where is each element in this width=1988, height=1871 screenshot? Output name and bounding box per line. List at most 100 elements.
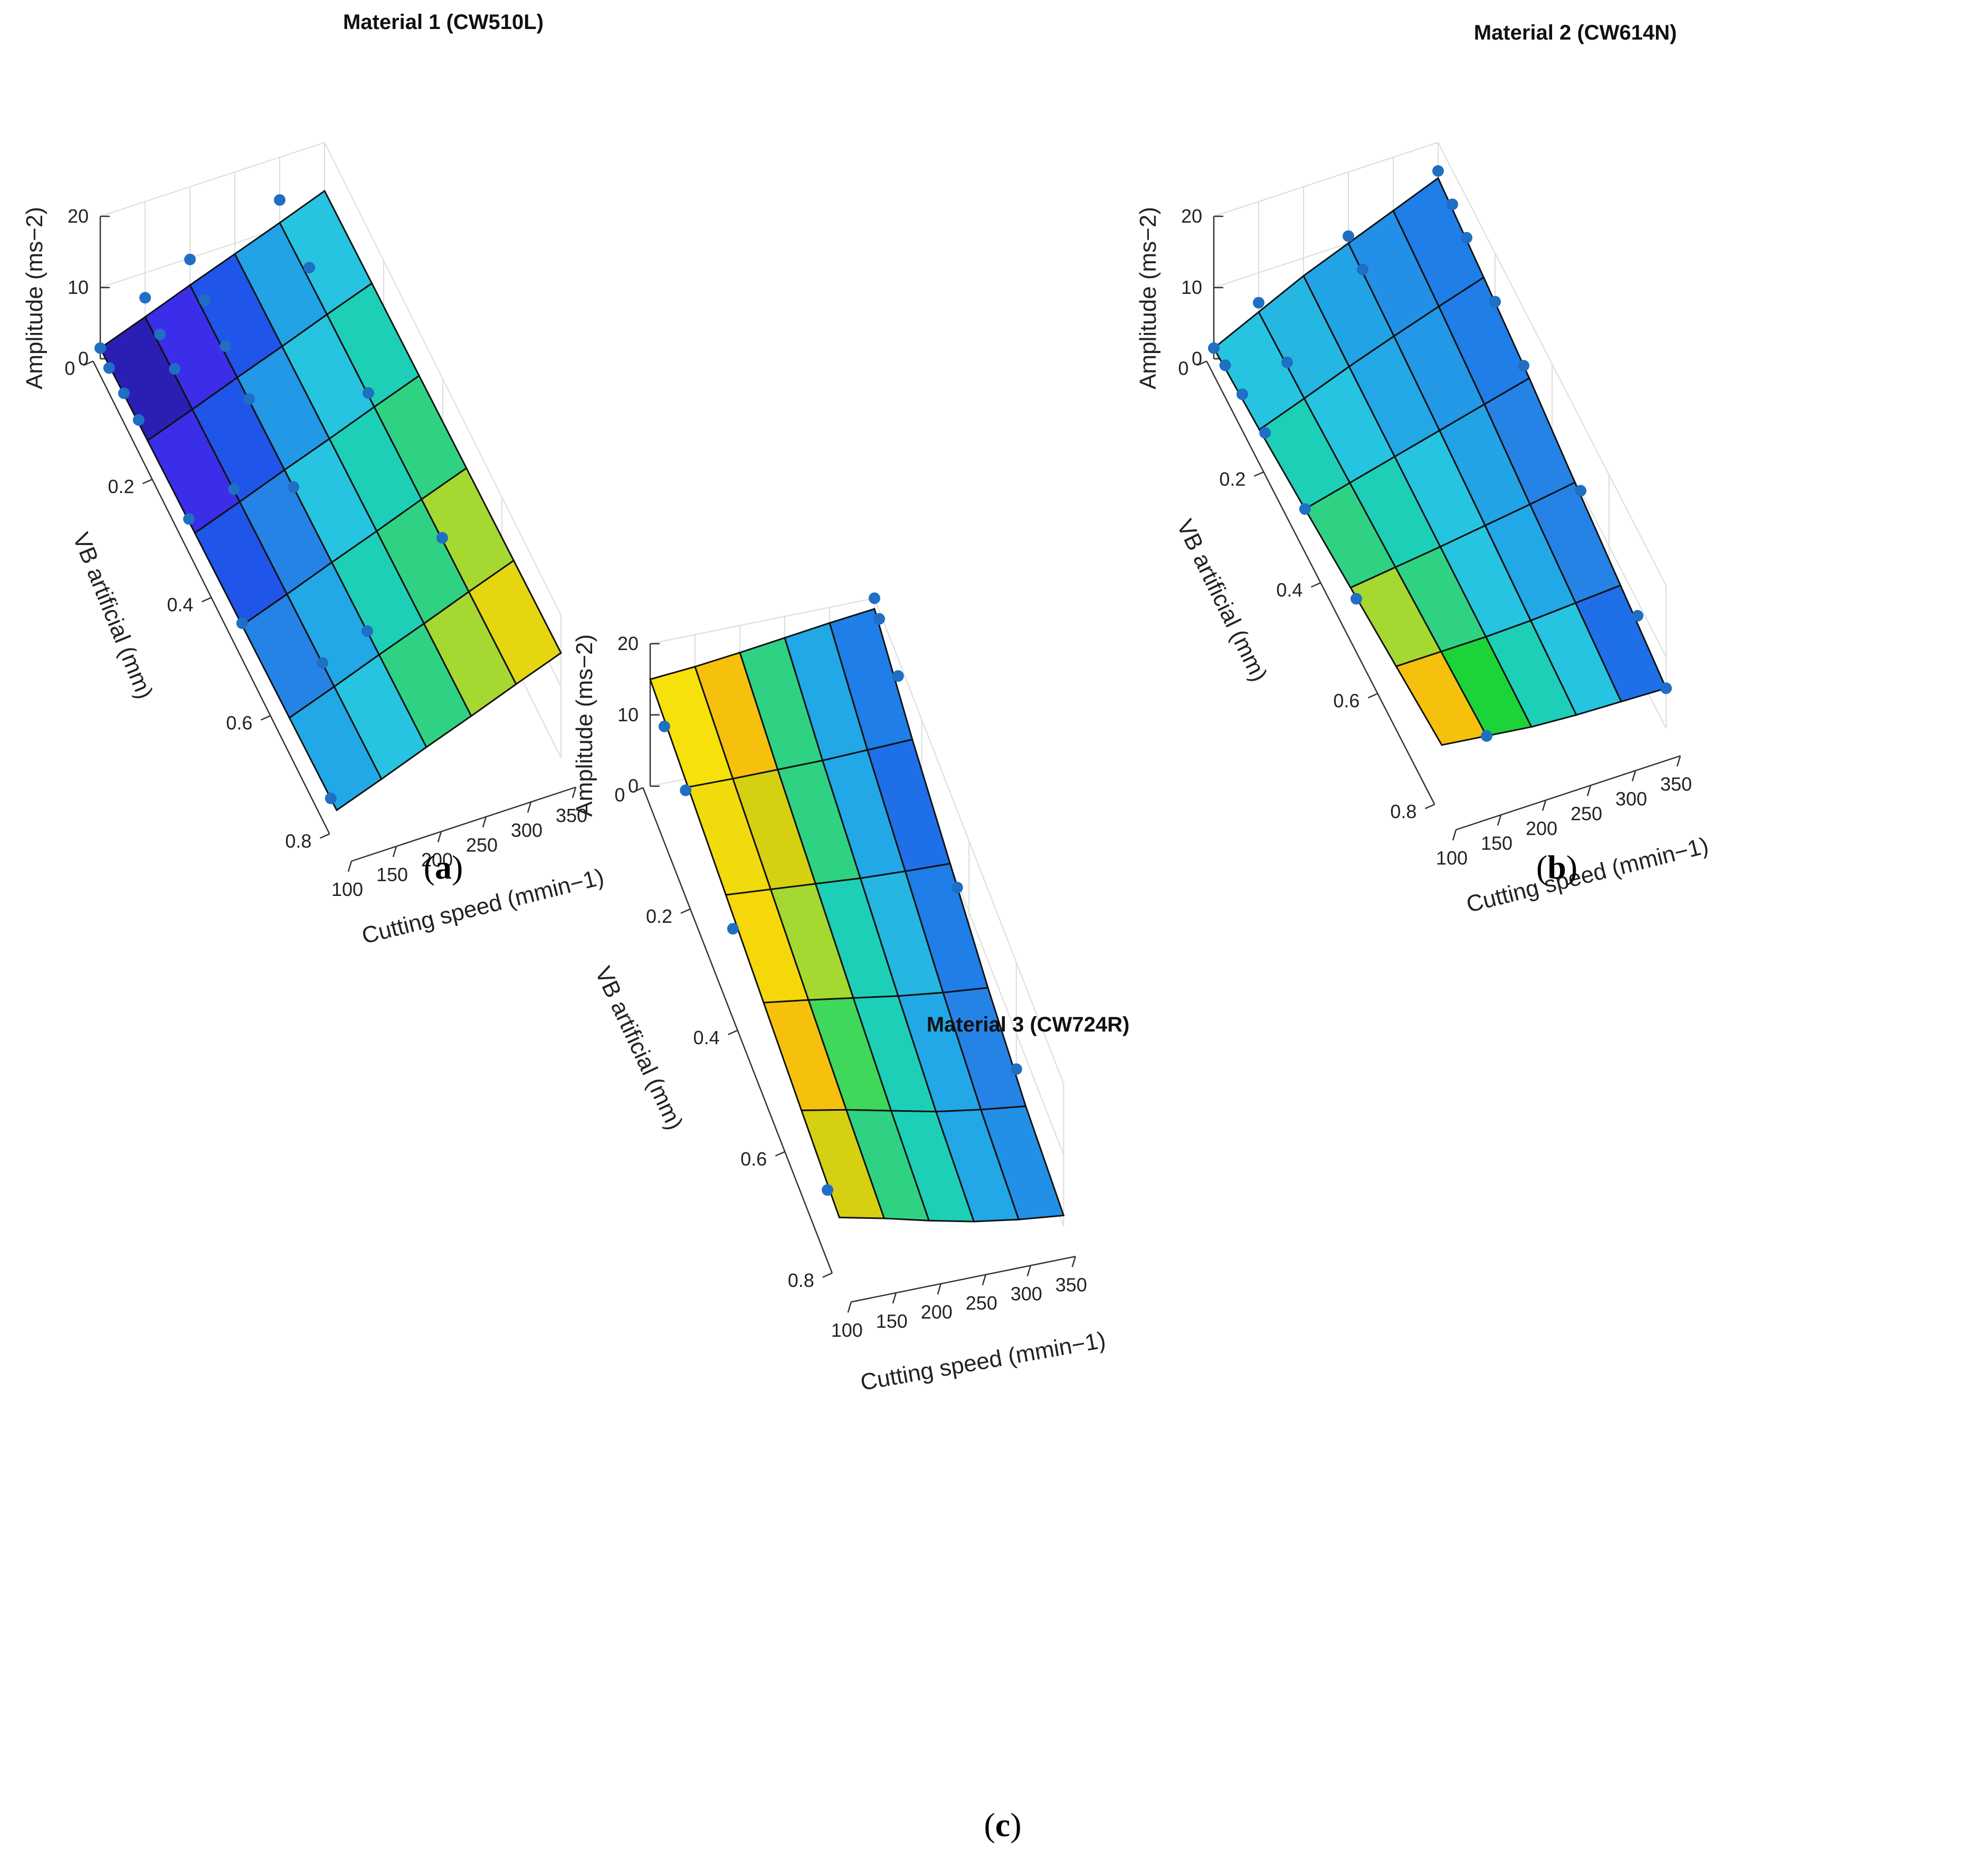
chart-title: Material 2 (CW614N) [1474,21,1677,44]
data-point-3 [132,414,145,426]
x-tick-label: 100 [331,879,363,900]
data-point-2 [727,923,739,935]
data-point-16 [1575,485,1586,497]
y-axis-label: VB artificial (mm) [590,963,688,1134]
data-point-13 [1461,232,1472,244]
x-tick-mark [1452,829,1457,841]
z-tick-label: 10 [1181,276,1202,298]
z-tick-label: 20 [1181,205,1202,227]
data-point-1 [1219,359,1231,371]
z-axis-label-unit: (ms−2) [572,634,597,707]
y-axis-line [642,787,833,1274]
x-tick-label: 200 [1526,818,1557,839]
x-axis-label-unit: (mmin−1) [1609,833,1711,882]
x-tick-label: 250 [1571,803,1602,825]
data-point-8 [1010,1063,1022,1075]
data-point-19 [303,262,315,274]
chart-title: Material 1 (CW510L) [343,11,544,34]
data-point-12 [1447,198,1458,211]
y-tick-label: 0.4 [693,1027,720,1048]
data-point-5 [873,613,885,625]
x-tick-mark [1026,1265,1031,1276]
z-tick-label: 10 [617,704,639,726]
x-tick-mark [1586,785,1592,796]
x-tick-label: 100 [1436,847,1468,869]
x-tick-mark [1497,815,1502,826]
data-point-15 [243,393,255,405]
y-tick-label: 0.4 [1276,579,1302,600]
x-tick-label: 100 [831,1320,863,1341]
x-tick-mark [847,1302,852,1313]
x-axis-label-text: Cutting speed [359,887,511,949]
z-axis-label-unit: (ms−2) [22,207,47,280]
data-point-18 [274,194,286,206]
x-tick-label: 350 [1660,774,1692,795]
x-tick-label: 300 [1615,788,1647,810]
y-tick-label: 0.6 [1333,690,1359,711]
x-axis-label: Cutting speed (mmin−1) [859,1327,1108,1396]
x-tick-mark [392,846,397,857]
x-tick-label: 250 [966,1292,997,1314]
caption-close-paren: ) [452,848,463,886]
x-tick-label: 350 [556,805,587,826]
y-tick-label: 0 [1178,357,1188,379]
y-tick-mark [633,787,643,793]
y-tick-label: 0.2 [108,475,134,497]
data-point-6 [1253,297,1264,309]
z-axis-label-text: Amplitude [1135,280,1161,389]
panel-caption: (b) [1536,848,1577,886]
y-tick-label: 0 [614,784,625,806]
data-point-20 [363,387,374,399]
y-tick-label: 0.2 [1219,468,1245,490]
data-point-8 [1481,730,1492,742]
data-point-17 [1632,610,1643,622]
data-point-2 [118,387,130,399]
x-axis-label-text: Cutting speed [859,1344,1011,1396]
y-tick-label: 0.8 [1390,800,1416,822]
x-tick-mark [1676,756,1681,767]
z-tick-label: 10 [68,276,89,298]
caption-letter: c [995,1806,1010,1844]
z-axis-label-text: Amplitude [22,280,47,389]
x-tick-mark [1071,1256,1076,1267]
y-tick-mark [1196,360,1207,366]
x-tick-mark [527,801,532,813]
data-point-9 [1343,230,1354,242]
y-tick-label: 0.4 [167,594,193,615]
data-point-5 [1350,593,1362,605]
x-tick-mark [937,1283,941,1295]
y-tick-mark [680,908,691,914]
z-tick-label: 0 [78,348,89,369]
data-point-11 [317,657,328,669]
caption-open-paren: ( [1536,848,1547,886]
surface-cell-4-4 [468,559,562,685]
data-point-10 [1357,263,1368,275]
x-tick-mark [1542,800,1547,811]
y-tick-mark [728,1029,738,1035]
x-tick-label: 150 [376,864,408,885]
data-point-2 [1236,388,1248,400]
caption-close-paren: ) [1566,848,1577,886]
y-tick-label: 0.8 [788,1269,814,1291]
z-axis-label: Amplitude (ms−2) [572,634,597,817]
panel-caption: (c) [984,1806,1021,1844]
y-tick-mark [1367,693,1378,699]
z-tick-label: 20 [617,633,639,654]
data-point-7 [951,882,963,894]
data-point-7 [1281,356,1293,368]
data-point-0 [1208,342,1220,354]
x-axis-line [1456,755,1681,831]
x-axis-label-unit: (mmin−1) [505,864,606,913]
surface-cell-4-4 [979,1105,1065,1220]
y-axis-line [92,360,330,835]
data-point-10 [228,483,240,495]
caption-open-paren: ( [424,848,435,886]
data-point-8 [154,328,166,340]
x-axis-line [351,786,576,862]
data-point-14 [1489,295,1501,308]
z-axis-label: Amplitude (ms−2) [22,207,47,389]
data-point-7 [139,292,151,304]
data-point-21 [436,532,448,544]
y-tick-label: 0.6 [226,712,252,733]
